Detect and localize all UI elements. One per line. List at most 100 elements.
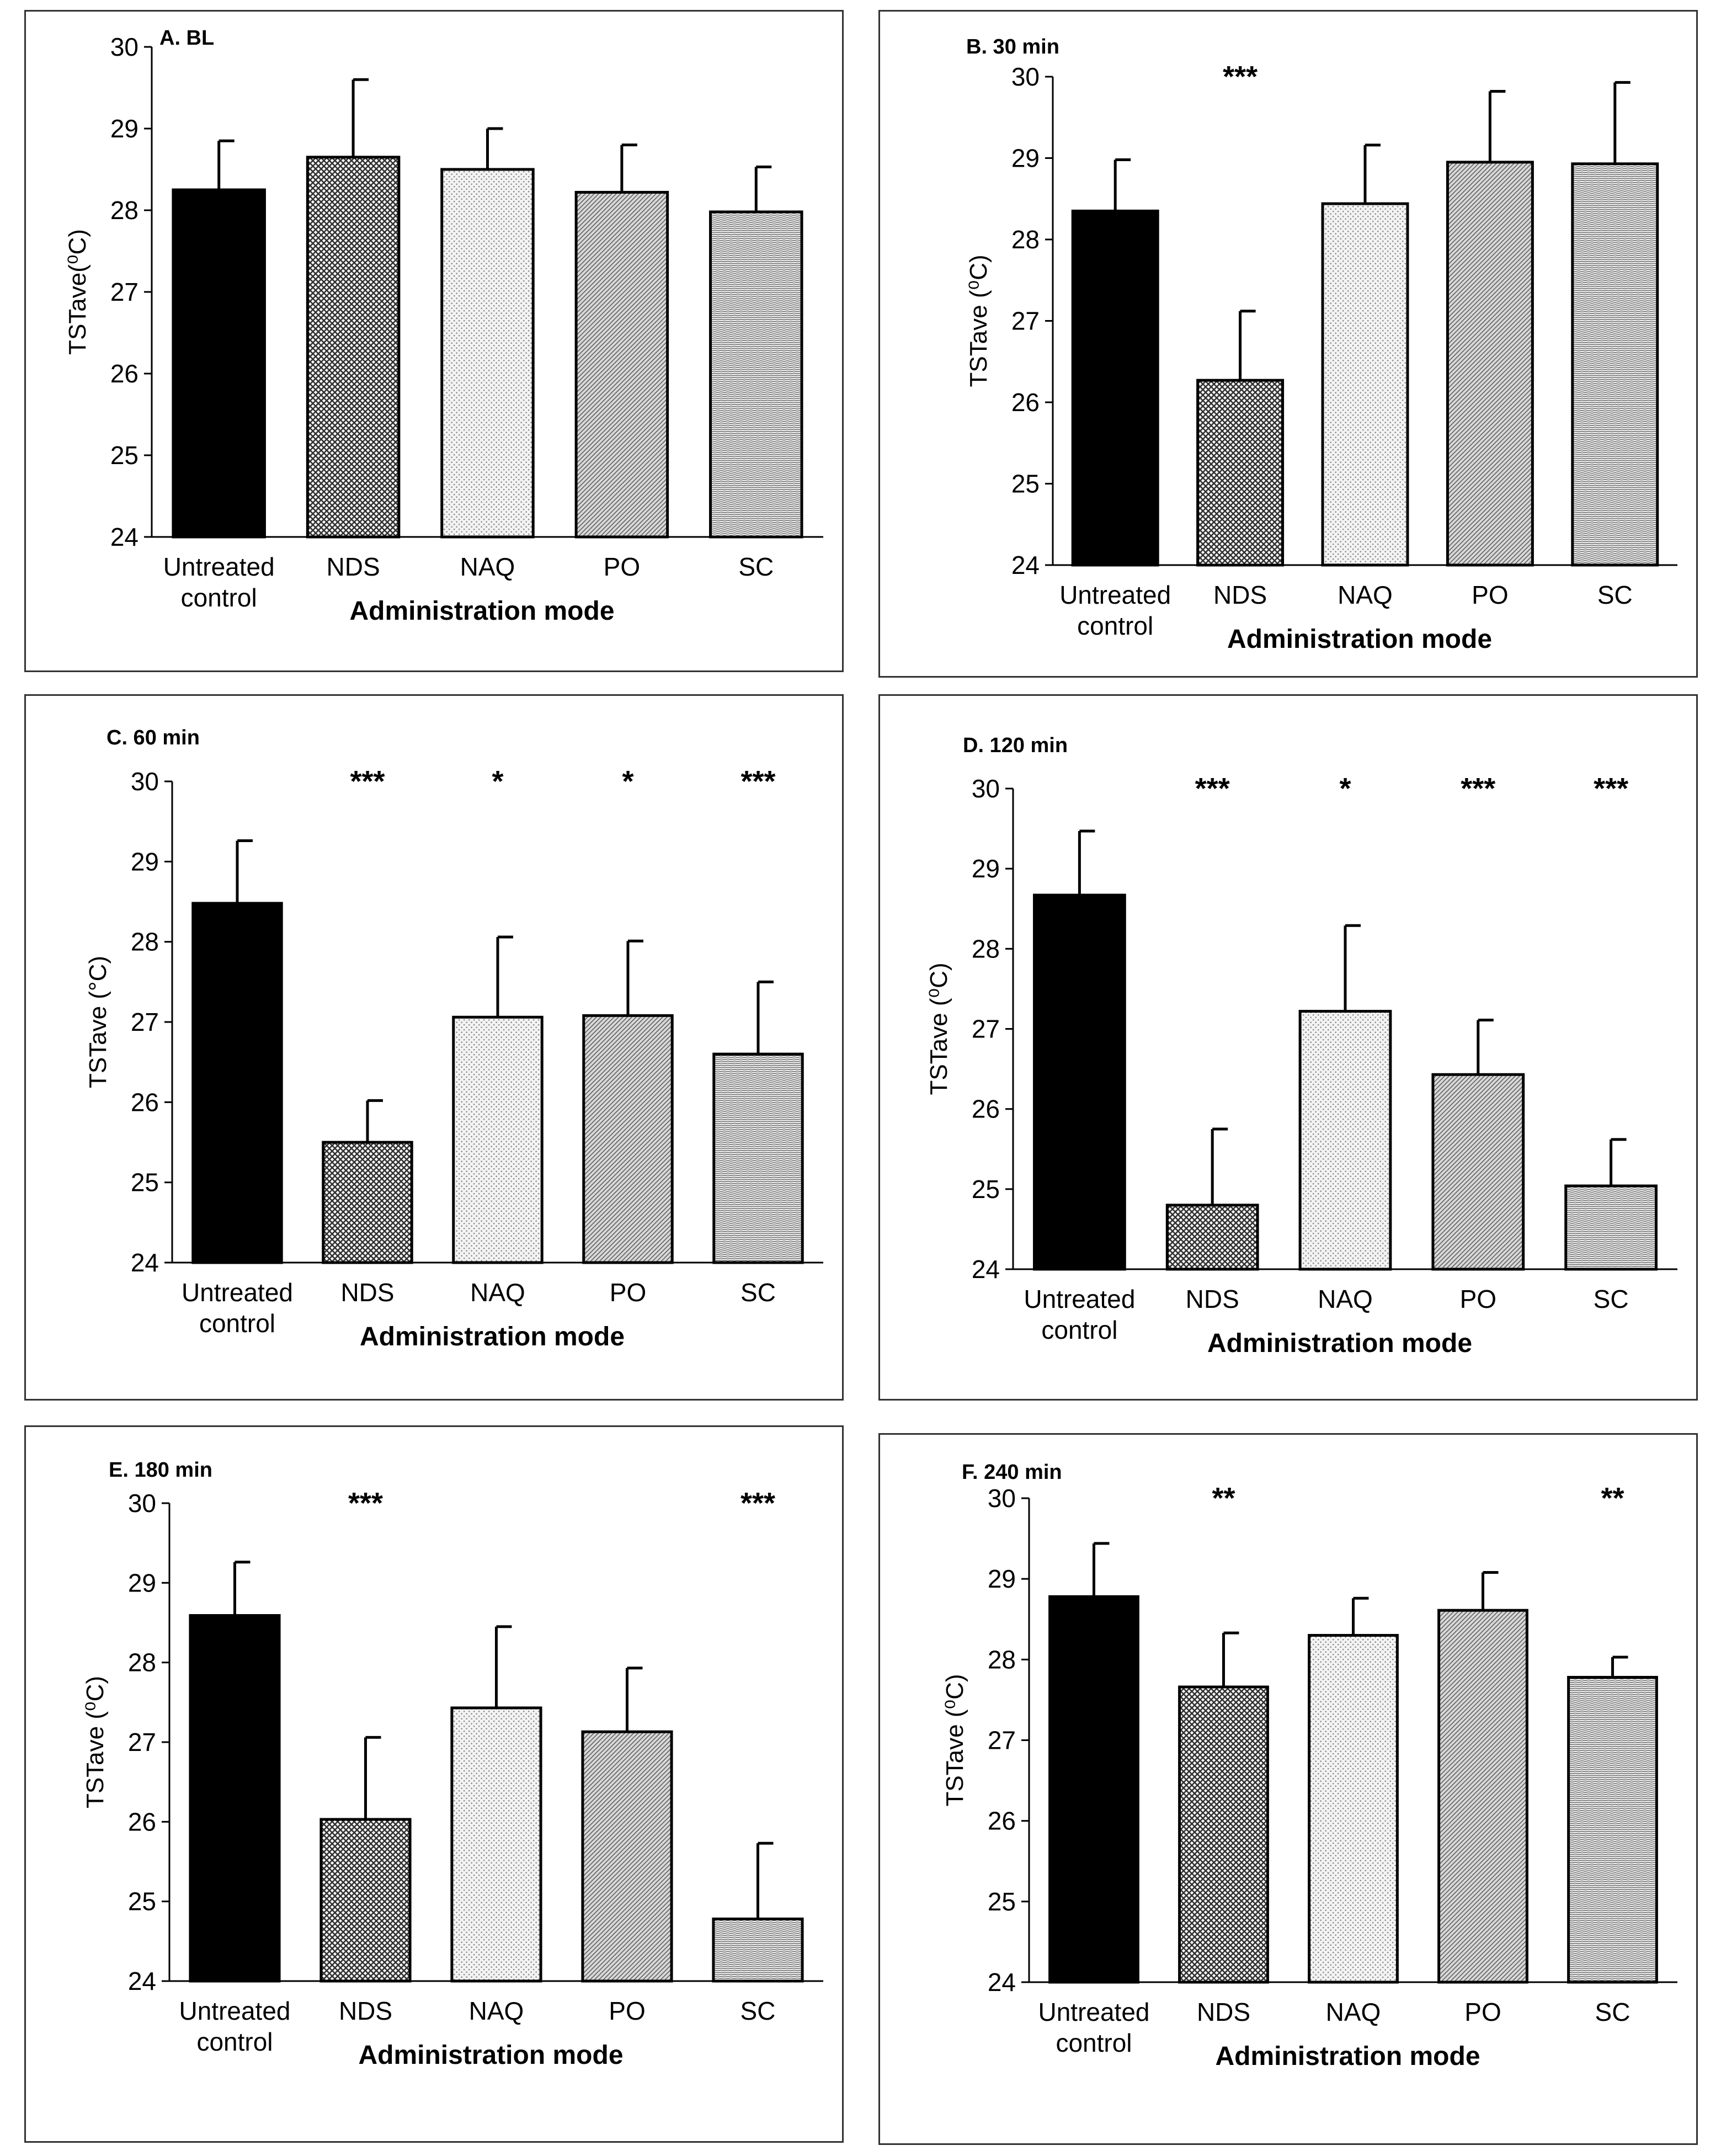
y-tick-label: 30 — [131, 767, 159, 796]
bar — [1567, 1675, 1658, 1984]
x-tick-label: PO — [1460, 1285, 1496, 1313]
panel-f-240min: F. 240 min 24 25 26 27 28 29 30 Untreated control… — [878, 1433, 1698, 2145]
x-tick-label: Untreated control — [182, 1278, 293, 1338]
y-tick-label: 27 — [972, 1015, 1000, 1044]
y-tick-label: 27 — [1011, 307, 1040, 336]
bar — [191, 902, 283, 1264]
bar — [1446, 161, 1534, 567]
bar — [452, 1015, 544, 1264]
panel-e-180min: E. 180 min 24 25 26 27 28 29 30 Untreated control… — [24, 1425, 844, 2143]
bar — [709, 210, 803, 539]
bar — [574, 190, 669, 539]
chart-svg: E. 180 min 24 25 26 27 28 29 30 Untreated control… — [82, 1458, 823, 2070]
y-tick-label: 24 — [988, 1968, 1016, 1997]
bar — [1178, 1685, 1269, 1984]
x-axis-label: Administration mode — [360, 1322, 625, 1351]
y-tick-label: 27 — [131, 1008, 159, 1036]
significance-marker: ** — [1212, 1482, 1235, 1515]
x-tick-label: Untreated control — [179, 1997, 290, 2056]
x-tick-label: NDS — [1197, 1998, 1250, 2026]
bar — [322, 1141, 413, 1264]
bar — [712, 1052, 804, 1264]
y-tick-label: 29 — [110, 114, 138, 143]
y-tick-label: 29 — [1011, 144, 1040, 173]
bar — [712, 1917, 804, 1983]
x-axis-label: Administration mode — [1227, 625, 1492, 654]
x-tick-label: NAQ — [1326, 1998, 1381, 2026]
x-tick-label: NAQ — [470, 1278, 525, 1307]
x-tick-label: NAQ — [1318, 1285, 1373, 1313]
x-axis-label: Administration mode — [349, 597, 614, 626]
y-tick-label: 30 — [972, 774, 1000, 803]
y-axis-label: TSTave (⁰C) — [965, 254, 992, 387]
y-tick-label: 24 — [1011, 551, 1040, 579]
y-tick-label: 26 — [110, 359, 138, 388]
chart-svg: B. 30 min 24 25 26 27 28 29 30 Untreated control *… — [965, 35, 1677, 654]
chart-title: E. 180 min — [109, 1458, 212, 1482]
x-tick-label: PO — [609, 1997, 645, 2025]
y-tick-label: 28 — [131, 928, 159, 956]
y-tick-label: 24 — [972, 1255, 1000, 1284]
bar — [1571, 162, 1659, 567]
chart-svg: A. BL 24 25 26 27 28 29 30 Untreated control NDS NA… — [64, 26, 823, 626]
bar — [450, 1706, 542, 1983]
significance-marker: *** — [740, 765, 775, 798]
y-tick-label: 29 — [988, 1564, 1016, 1593]
y-tick-label: 25 — [988, 1887, 1016, 1916]
bar — [172, 188, 266, 539]
bar — [189, 1614, 281, 1983]
x-tick-label: NDS — [327, 552, 380, 581]
chart-title: C. 60 min — [106, 726, 200, 749]
y-tick-label: 30 — [110, 33, 138, 61]
x-tick-label: Untreated control — [1024, 1285, 1135, 1344]
bar — [1071, 209, 1159, 567]
bar — [1437, 1609, 1528, 1984]
x-tick-label: SC — [1595, 1998, 1631, 2026]
y-tick-label: 25 — [1011, 470, 1040, 498]
y-tick-label: 26 — [988, 1807, 1016, 1835]
chart-title: F. 240 min — [962, 1461, 1062, 1484]
bar — [1298, 1010, 1392, 1271]
chart-svg: F. 240 min 24 25 26 27 28 29 30 Untreated control… — [941, 1461, 1677, 2071]
y-tick-label: 27 — [110, 278, 138, 306]
x-tick-label: Untreated control — [1038, 1998, 1149, 2057]
significance-marker: *** — [348, 1487, 383, 1520]
y-axis-label: TSTave (°C) — [84, 956, 111, 1088]
significance-marker: *** — [1461, 772, 1495, 805]
y-tick-label: 28 — [988, 1645, 1016, 1674]
y-tick-label: 28 — [972, 934, 1000, 963]
chart-title: A. BL — [159, 26, 214, 50]
y-tick-label: 30 — [128, 1489, 156, 1518]
significance-marker: *** — [350, 765, 385, 798]
chart-title: D. 120 min — [963, 734, 1068, 757]
x-tick-label: NDS — [1186, 1285, 1239, 1313]
x-tick-label: PO — [610, 1278, 646, 1307]
bar — [440, 168, 535, 539]
x-tick-label: Untreated control — [163, 552, 275, 612]
y-tick-label: 28 — [110, 196, 138, 225]
bar — [1308, 1633, 1399, 1984]
bar — [1321, 202, 1409, 567]
y-tick-label: 26 — [128, 1807, 156, 1836]
x-tick-label: NDS — [340, 1278, 394, 1307]
y-tick-label: 26 — [131, 1088, 159, 1116]
y-tick-label: 28 — [1011, 225, 1040, 254]
y-tick-label: 29 — [131, 847, 159, 876]
x-tick-label: Untreated control — [1059, 581, 1171, 640]
y-tick-label: 29 — [128, 1568, 156, 1597]
chart-svg: C. 60 min 24 25 26 27 28 29 30 Untreated control *… — [84, 726, 823, 1351]
y-tick-label: 30 — [988, 1484, 1016, 1513]
y-tick-label: 24 — [131, 1248, 159, 1277]
y-tick-label: 28 — [128, 1648, 156, 1677]
bar — [582, 1014, 674, 1264]
panel-b-30min: B. 30 min 24 25 26 27 28 29 30 Untreated control *… — [878, 10, 1698, 678]
bar — [1564, 1184, 1658, 1271]
x-tick-label: PO — [604, 552, 640, 581]
y-axis-label: TSTave(⁰C) — [64, 229, 91, 355]
bar — [581, 1730, 673, 1983]
bar — [1048, 1595, 1139, 1984]
x-tick-label: NAQ — [460, 552, 515, 581]
significance-marker: ** — [1601, 1482, 1624, 1515]
y-tick-label: 26 — [972, 1095, 1000, 1124]
x-axis-label: Administration mode — [1207, 1329, 1472, 1358]
